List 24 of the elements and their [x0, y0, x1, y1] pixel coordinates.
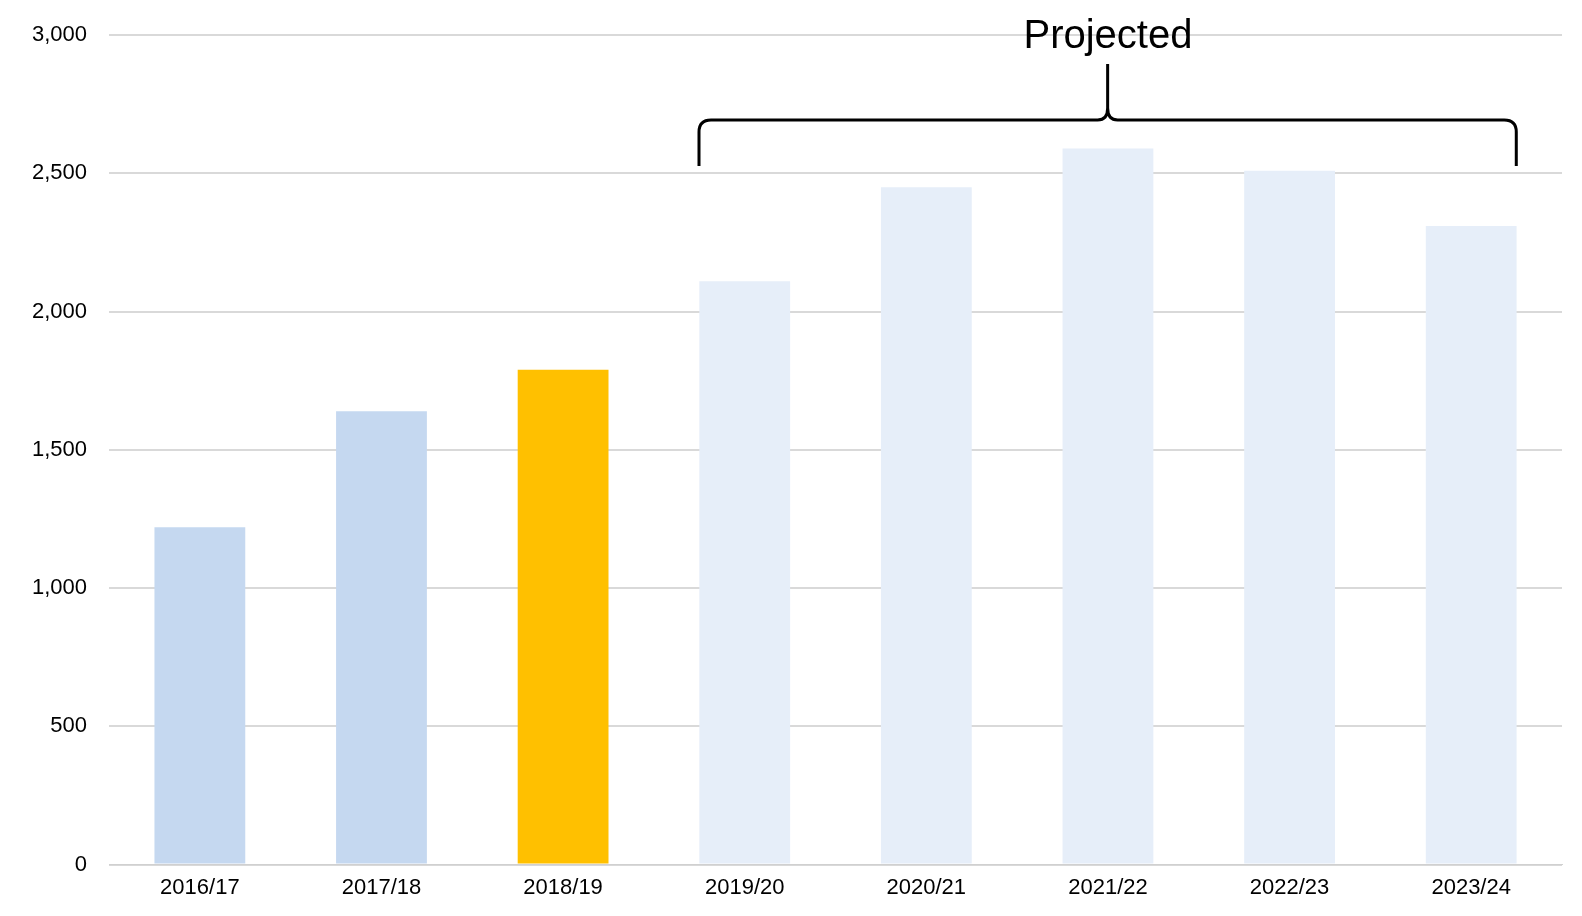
bar: [1062, 148, 1154, 864]
bar: [1425, 225, 1517, 864]
bar: [154, 527, 246, 864]
x-tick-label: 2020/21: [886, 873, 967, 899]
y-tick-label: 3,000: [31, 21, 88, 47]
y-tick-label: 0: [74, 850, 88, 876]
bar: [699, 281, 791, 864]
x-tick-label: 2023/24: [1431, 873, 1511, 899]
x-tick-label: 2019/20: [704, 873, 785, 899]
y-tick-label: 1,500: [31, 435, 88, 461]
x-tick-label: 2017/18: [341, 873, 422, 899]
y-tick-label: 2,500: [31, 159, 88, 185]
bar: [517, 369, 609, 864]
annotation: Projected: [1023, 11, 1193, 57]
x-tick-label: 2016/17: [160, 873, 240, 899]
bar: [880, 187, 972, 864]
bar: [336, 411, 427, 864]
bar: [1244, 170, 1335, 864]
x-tick-label: 2021/22: [1068, 873, 1148, 899]
y-tick-label: 2,000: [31, 297, 88, 323]
x-tick-label: 2018/19: [523, 873, 603, 899]
x-tick-label: 2022/23: [1249, 873, 1330, 899]
y-tick-label: 1,000: [31, 574, 88, 600]
y-tick-label: 500: [50, 712, 88, 738]
